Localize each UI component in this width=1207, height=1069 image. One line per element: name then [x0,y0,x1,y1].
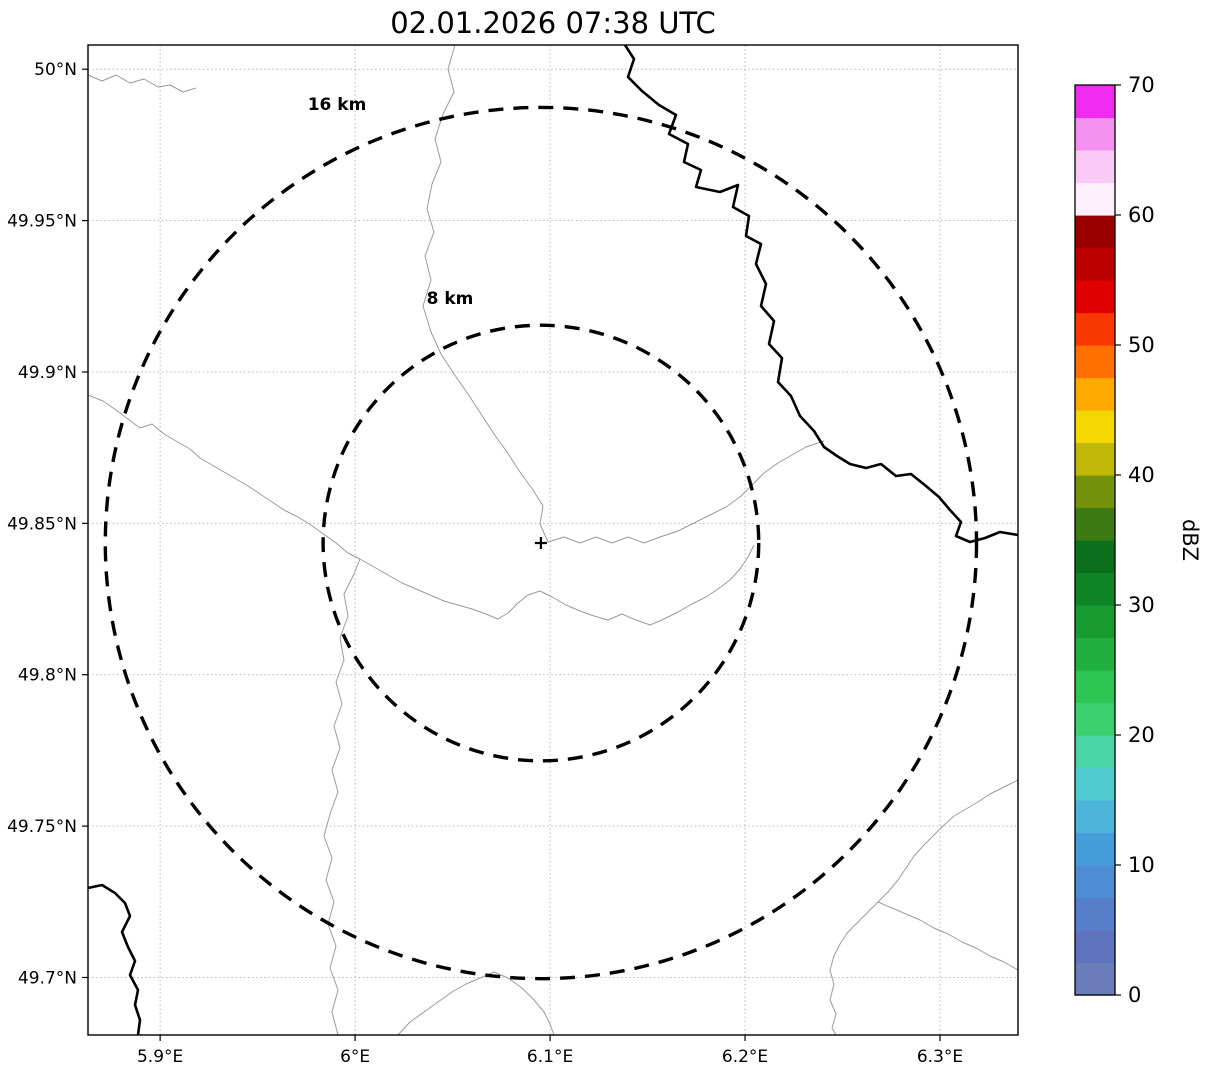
river-line [87,883,142,1036]
admin-border-line [397,971,555,1036]
colorbar-segment [1075,605,1115,639]
radar-site-marker [534,537,547,550]
range-ring-label-8km: 8 km [427,289,474,309]
y-axis-tick-label: 49.85°N [7,514,77,534]
river-line [623,44,1019,544]
colorbar-tick-label: 10 [1128,853,1155,877]
colorbar-segment [1075,670,1115,704]
colorbar-segment [1075,312,1115,346]
admin-border-line [323,558,361,1036]
y-axis-tick-label: 50°N [34,60,77,80]
y-axis-tick-label: 49.7°N [18,968,77,988]
admin-border-line [422,44,825,544]
colorbar-segment [1075,507,1115,541]
colorbar-axis-label: dBZ [1178,519,1202,561]
admin-border-line [829,779,1019,1036]
colorbar-tick-label: 60 [1128,203,1155,227]
admin-border-line [877,901,1019,971]
colorbar-segment [1075,735,1115,769]
x-axis-tick-label: 6.3°E [917,1047,963,1067]
colorbar-segment [1075,767,1115,801]
colorbar-tick-label: 50 [1128,333,1155,357]
colorbar-segment [1075,832,1115,866]
y-axis-tick-label: 49.75°N [7,817,77,837]
y-axis-tick-label: 49.95°N [7,212,77,232]
colorbar-segment [1075,962,1115,996]
colorbar-segment [1075,280,1115,314]
admin-border-line [307,522,755,626]
admin-border-line [87,394,309,524]
colorbar-segment [1075,540,1115,574]
y-axis-tick-label: 49.8°N [18,666,77,686]
colorbar-segment [1075,85,1115,119]
colorbar-segment [1075,897,1115,931]
range-ring-16km [103,105,979,981]
x-axis-tick-label: 5.9°E [137,1047,183,1067]
range-ring-label-16km: 16 km [308,95,367,115]
colorbar-segment [1075,930,1115,964]
colorbar-segment [1075,377,1115,411]
colorbar-segment [1075,215,1115,249]
colorbar-segment [1075,410,1115,444]
colorbar-segment [1075,442,1115,476]
admin-border-line [87,74,197,93]
colorbar-tick-label: 40 [1128,463,1155,487]
x-axis-tick-label: 6.2°E [722,1047,768,1067]
colorbar-segment [1075,150,1115,184]
plot-border [87,44,1019,1036]
colorbar-segment [1075,800,1115,834]
colorbar-segment [1075,117,1115,151]
colorbar-segment [1075,865,1115,899]
colorbar-segment [1075,475,1115,509]
colorbar-segment [1075,637,1115,671]
plot-title: 02.01.2026 07:38 UTC [390,6,716,40]
colorbar-segment [1075,247,1115,281]
colorbar-segment [1075,572,1115,606]
colorbar-tick-label: 30 [1128,593,1155,617]
colorbar-segment [1075,182,1115,216]
colorbar-segment [1075,702,1115,736]
colorbar-segment [1075,345,1115,379]
colorbar-border [1074,84,1116,996]
colorbar-tick-label: 20 [1128,723,1155,747]
y-axis-tick-label: 49.9°N [18,363,77,383]
x-axis-tick-label: 6.1°E [527,1047,573,1067]
colorbar-tick-label: 0 [1128,983,1141,1007]
colorbar-tick-label: 70 [1128,73,1155,97]
range-ring-8km [321,323,761,763]
x-axis-tick-label: 6°E [340,1047,370,1067]
